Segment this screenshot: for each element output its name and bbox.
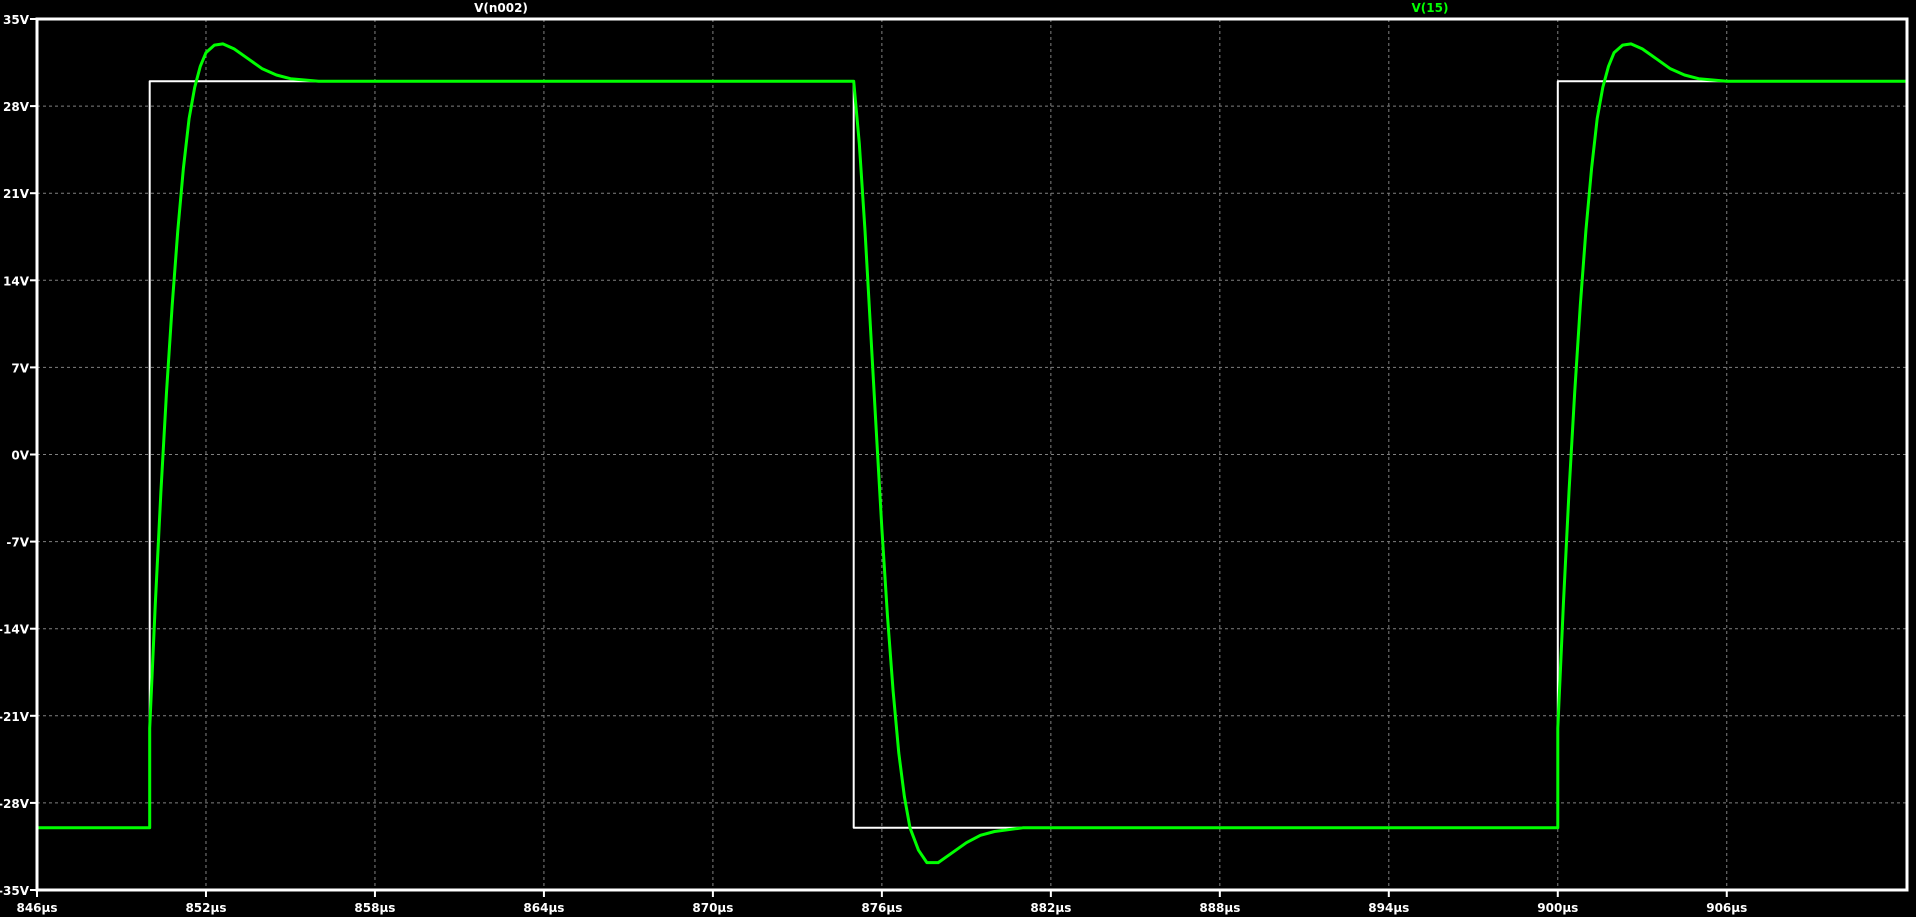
x-tick-label: 882µs (1030, 901, 1071, 915)
x-tick-label: 888µs (1199, 901, 1240, 915)
y-tick-label: 7V (11, 361, 29, 375)
x-tick-label: 876µs (861, 901, 902, 915)
y-tick-label: 35V (3, 13, 30, 27)
y-tick-label: -21V (0, 710, 30, 724)
y-tick-label: 21V (3, 187, 30, 201)
grid (36, 18, 1907, 891)
trace-v-15[interactable] (37, 42, 1907, 865)
y-tick-label: -28V (0, 797, 30, 811)
y-tick-label: 14V (3, 274, 30, 288)
y-tick-label: -7V (6, 536, 29, 550)
y-tick-label: 28V (3, 100, 30, 114)
y-tick-label: 0V (11, 449, 29, 463)
x-tick-label: 894µs (1368, 901, 1409, 915)
x-tick-label: 906µs (1706, 901, 1747, 915)
trace-label-v-n002[interactable]: V(n002) (474, 1, 528, 15)
x-tick-label: 852µs (185, 901, 226, 915)
x-tick-label: 846µs (16, 901, 57, 915)
trace-label-v-15[interactable]: V(15) (1412, 1, 1449, 15)
plot-frame (35, 17, 1909, 892)
x-tick-label: 864µs (523, 901, 564, 915)
x-tick-label: 900µs (1537, 901, 1578, 915)
x-tick-label: 870µs (692, 901, 733, 915)
y-tick-label: -35V (0, 884, 30, 898)
traces (37, 42, 1907, 865)
x-tick-label: 858µs (354, 901, 395, 915)
y-tick-label: -14V (0, 623, 30, 637)
trace-v-n002[interactable] (37, 80, 1907, 829)
axis-ticks: 35V 28V 21V 14V 7V 0V -7V -14V -21V -28V -35V 846µs… (0, 13, 1747, 915)
